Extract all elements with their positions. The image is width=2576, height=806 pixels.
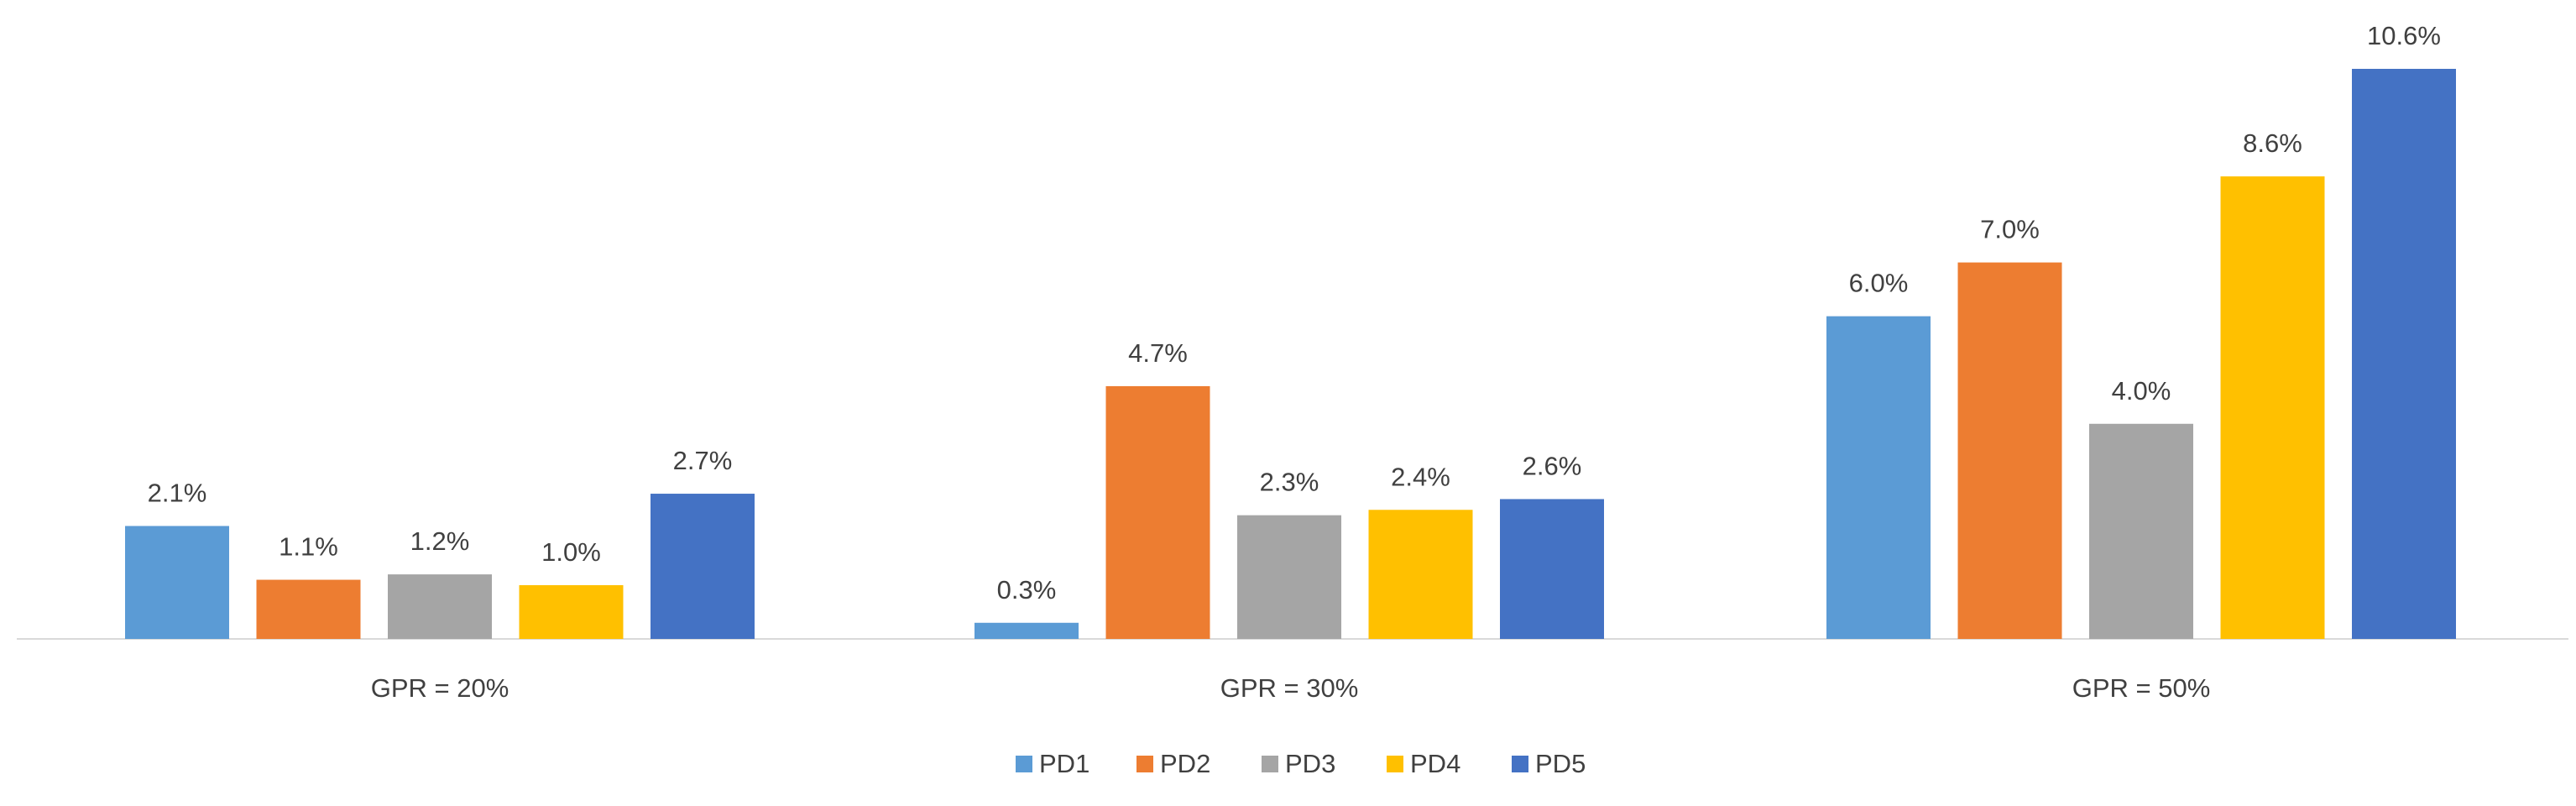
- data-label-pd1-group-3: 6.0%: [1849, 269, 1909, 298]
- data-label-pd2-group-1: 1.1%: [279, 532, 338, 562]
- bar-pd4-group-1: [519, 584, 624, 639]
- bar-pd4-group-3: [2220, 176, 2325, 639]
- legend-swatch-pd2: [1136, 756, 1153, 772]
- bar-pd4-group-2: [1368, 510, 1473, 639]
- data-label-pd4-group-2: 2.4%: [1391, 462, 1450, 491]
- value-labels-group: 2.1% 1.1% 1.2% 1.0% 2.7% 0.3% 4.7% 2.3% 2.4% 2.6%…: [148, 21, 2441, 604]
- bar-pd3-group-1: [388, 574, 492, 639]
- data-label-pd5-group-3: 10.6%: [2367, 21, 2441, 50]
- data-label-pd1-group-1: 2.1%: [148, 478, 207, 507]
- category-label: GPR = 30%: [1220, 673, 1359, 703]
- data-label-pd1-group-2: 0.3%: [997, 575, 1057, 604]
- bar-pd1-group-2: [974, 622, 1079, 639]
- bar-pd2-group-2: [1105, 385, 1210, 639]
- legend: PD1 PD2 PD3 PD4 PD5: [1016, 749, 1586, 778]
- bar-pd2-group-1: [256, 579, 361, 639]
- legend-swatch-pd3: [1262, 756, 1278, 772]
- data-label-pd2-group-3: 7.0%: [1980, 215, 2040, 244]
- bar-pd1-group-1: [125, 526, 229, 639]
- category-labels-group: GPR = 20% GPR = 30% GPR = 50%: [371, 673, 2211, 703]
- bar-pd5-group-3: [2352, 69, 2456, 639]
- legend-swatch-pd1: [1016, 756, 1032, 772]
- bar-pd5-group-1: [651, 494, 755, 639]
- data-label-pd5-group-1: 2.7%: [673, 446, 733, 475]
- data-label-pd5-group-2: 2.6%: [1523, 451, 1582, 480]
- category-label: GPR = 20%: [371, 673, 509, 703]
- legend-swatch-pd4: [1387, 756, 1403, 772]
- legend-label-pd4: PD4: [1410, 749, 1460, 778]
- legend-label-pd2: PD2: [1160, 749, 1210, 778]
- legend-swatch-pd5: [1512, 756, 1528, 772]
- bar-pd3-group-3: [2089, 423, 2193, 639]
- data-label-pd2-group-2: 4.7%: [1128, 338, 1188, 368]
- data-label-pd4-group-1: 1.0%: [541, 537, 601, 567]
- data-label-pd3-group-3: 4.0%: [2112, 376, 2171, 406]
- data-label-pd3-group-2: 2.3%: [1260, 468, 1319, 497]
- data-label-pd3-group-1: 1.2%: [410, 526, 470, 556]
- legend-label-pd5: PD5: [1535, 749, 1586, 778]
- bar-pd1-group-3: [1826, 316, 1931, 639]
- data-label-pd4-group-3: 8.6%: [2243, 128, 2302, 158]
- legend-label-pd3: PD3: [1285, 749, 1335, 778]
- bar-pd2-group-3: [1957, 262, 2062, 639]
- legend-label-pd1: PD1: [1039, 749, 1089, 778]
- category-label: GPR = 50%: [2072, 673, 2211, 703]
- bar-pd5-group-2: [1500, 499, 1604, 639]
- bar-pd3-group-2: [1237, 515, 1341, 639]
- bars-group: [125, 69, 2456, 639]
